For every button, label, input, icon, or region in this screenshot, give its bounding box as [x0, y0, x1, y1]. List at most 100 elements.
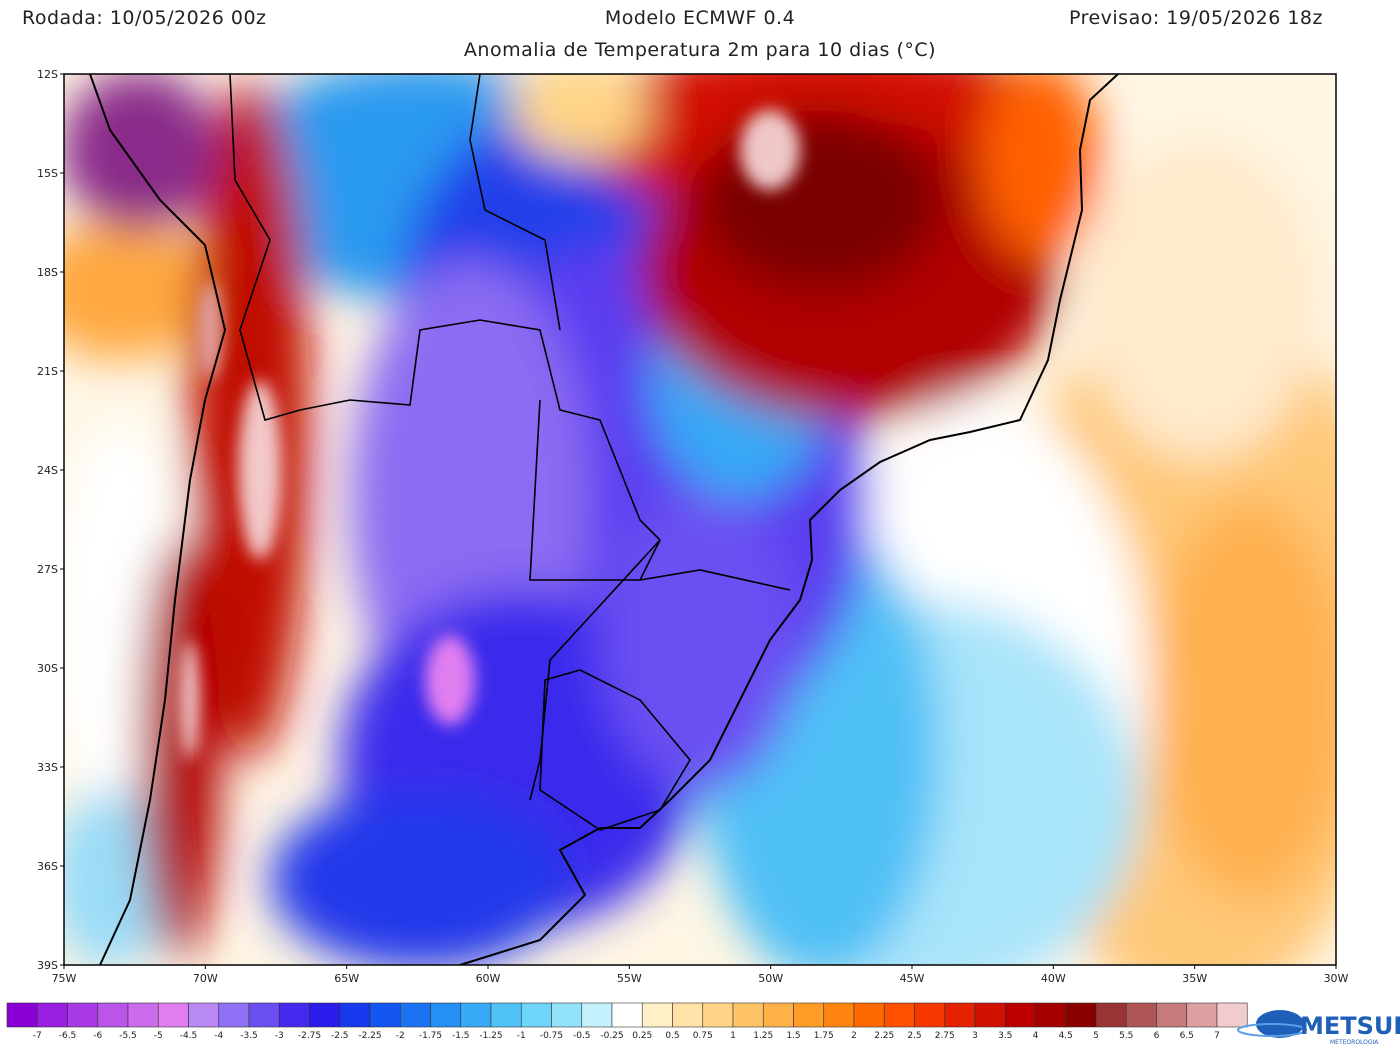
colorbar-swatch: [732, 1002, 764, 1028]
colorbar-swatch: [127, 1002, 159, 1028]
colorbar-label: 0.25: [632, 1031, 652, 1041]
colorbar-label: 1.5: [786, 1031, 800, 1041]
lon-label: 35W: [1182, 972, 1207, 985]
subtitle: Anomalia de Temperatura 2m para 10 dias …: [464, 39, 936, 61]
colorbar-label: -3.5: [240, 1031, 258, 1041]
forecast-label: Previsao: 19/05/2026 18z: [1069, 7, 1323, 29]
lon-label: 45W: [900, 972, 925, 985]
colorbar-label: 1: [730, 1031, 736, 1041]
colorbar-label: 2.5: [907, 1031, 921, 1041]
logo-tagline: METEOROLOGIA: [1330, 1039, 1379, 1046]
colorbar-swatch: [157, 1002, 189, 1028]
colorbar-swatch: [823, 1002, 855, 1028]
colorbar-swatch: [762, 1002, 794, 1028]
colorbar-label: 4.5: [1059, 1031, 1073, 1041]
colorbar-label: -3: [275, 1031, 284, 1041]
model-label: Modelo ECMWF 0.4: [605, 7, 795, 29]
lon-label: 60W: [476, 972, 501, 985]
colorbar-label: 2: [851, 1031, 857, 1041]
colorbar-label: 1.25: [753, 1031, 773, 1041]
lon-label: 65W: [334, 972, 359, 985]
lat-label: 15S: [37, 167, 58, 180]
colorbar-swatch: [1095, 1002, 1127, 1028]
lat-label: 33S: [37, 761, 58, 774]
lat-label: 36S: [37, 860, 58, 873]
colorbar-label: -5.5: [119, 1031, 137, 1041]
colorbar-swatch: [702, 1002, 734, 1028]
colorbar-label: -1.25: [479, 1031, 502, 1041]
colorbar-swatch: [188, 1002, 220, 1028]
colorbar-label: 3.5: [998, 1031, 1012, 1041]
colorbar-swatch: [793, 1002, 825, 1028]
run-label: Rodada: 10/05/2026 00z: [22, 7, 267, 29]
colorbar-swatch: [974, 1002, 1006, 1028]
colorbar-label: -7: [33, 1031, 42, 1041]
colorbar-swatch: [6, 1002, 38, 1028]
lat-label: 21S: [37, 365, 58, 378]
colorbar-label: 4: [1033, 1031, 1039, 1041]
colorbar-swatch: [1125, 1002, 1157, 1028]
colorbar-swatch: [369, 1002, 401, 1028]
colorbar-swatch: [1004, 1002, 1036, 1028]
colorbar-swatch: [944, 1002, 976, 1028]
colorbar-label: 5.5: [1119, 1031, 1133, 1041]
lat-label: 39S: [37, 959, 58, 972]
colorbar-label: -0.5: [573, 1031, 591, 1041]
colorbar-label: -1.5: [452, 1031, 470, 1041]
colorbar-label: -0.25: [600, 1031, 623, 1041]
colorbar-swatch: [1216, 1002, 1248, 1028]
lon-label: 75W: [52, 972, 77, 985]
lat-label: 30S: [37, 662, 58, 675]
colorbar-label: -4: [214, 1031, 223, 1041]
colorbar-swatch: [1156, 1002, 1188, 1028]
colorbar-swatch: [490, 1002, 522, 1028]
lon-label: 50W: [758, 972, 783, 985]
lon-label: 55W: [617, 972, 642, 985]
lat-label: 18S: [37, 266, 58, 279]
colorbar-swatch: [97, 1002, 129, 1028]
colorbar-label: -4.5: [180, 1031, 198, 1041]
colorbar-label: 3: [972, 1031, 978, 1041]
lon-label: 70W: [193, 972, 218, 985]
lat-label: 27S: [37, 563, 58, 576]
colorbar-swatch: [883, 1002, 915, 1028]
colorbar-label: 0.75: [693, 1031, 713, 1041]
colorbar-label: -2: [396, 1031, 405, 1041]
colorbar-label: -5: [154, 1031, 163, 1041]
colorbar-swatch: [641, 1002, 673, 1028]
map-frame: [63, 73, 1337, 966]
colorbar-swatch: [672, 1002, 704, 1028]
anomaly-field: [64, 74, 1336, 965]
colorbar-swatch: [399, 1002, 431, 1028]
colorbar-label: -6.5: [59, 1031, 77, 1041]
colorbar-label: -0.75: [540, 1031, 563, 1041]
colorbar-swatch: [309, 1002, 341, 1028]
colorbar-swatch: [520, 1002, 552, 1028]
colorbar-label: -1: [517, 1031, 526, 1041]
colorbar-label: -6: [93, 1031, 102, 1041]
colorbar-swatch: [67, 1002, 99, 1028]
colorbar-swatch: [218, 1002, 250, 1028]
colorbar-label: 7: [1214, 1031, 1220, 1041]
colorbar-swatch: [611, 1002, 643, 1028]
colorbar-label: 0.5: [665, 1031, 679, 1041]
logo-name: METSUL: [1300, 1012, 1400, 1040]
colorbar-swatch: [551, 1002, 583, 1028]
colorbar-label: 5: [1093, 1031, 1099, 1041]
colorbar-swatch: [1035, 1002, 1067, 1028]
colorbar-label: -2.25: [358, 1031, 381, 1041]
colorbar-label: -2.75: [298, 1031, 321, 1041]
colorbar-label: -2.5: [331, 1031, 349, 1041]
colorbar-swatch: [1186, 1002, 1218, 1028]
colorbar-label: 1.75: [814, 1031, 834, 1041]
colorbar-label: 2.25: [874, 1031, 894, 1041]
lat-label: 12S: [37, 68, 58, 81]
colorbar-swatch: [339, 1002, 371, 1028]
colorbar-swatch: [914, 1002, 946, 1028]
colorbar-swatch: [1065, 1002, 1097, 1028]
colorbar-swatch: [248, 1002, 280, 1028]
lon-label: 40W: [1041, 972, 1066, 985]
colorbar-swatch: [36, 1002, 68, 1028]
